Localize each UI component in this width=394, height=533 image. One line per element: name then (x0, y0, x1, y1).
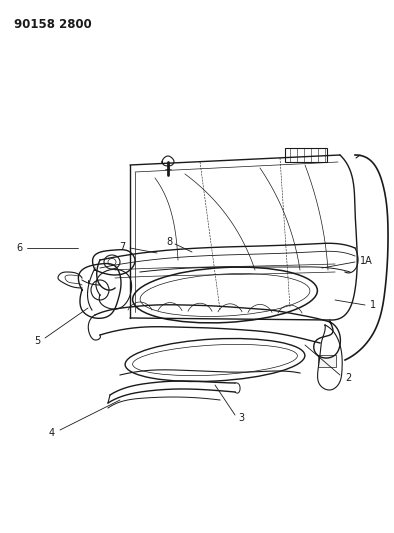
Text: 3: 3 (238, 413, 244, 423)
FancyBboxPatch shape (318, 355, 336, 367)
FancyBboxPatch shape (285, 148, 327, 162)
Text: 1: 1 (370, 300, 376, 310)
Text: 6: 6 (16, 243, 22, 253)
Text: 8: 8 (167, 237, 173, 247)
Text: 4: 4 (49, 428, 55, 438)
Text: 5: 5 (34, 336, 40, 346)
Text: 7: 7 (119, 242, 125, 252)
Text: 90158 2800: 90158 2800 (14, 18, 92, 31)
Text: 2: 2 (345, 373, 351, 383)
Text: 1A: 1A (360, 256, 373, 266)
